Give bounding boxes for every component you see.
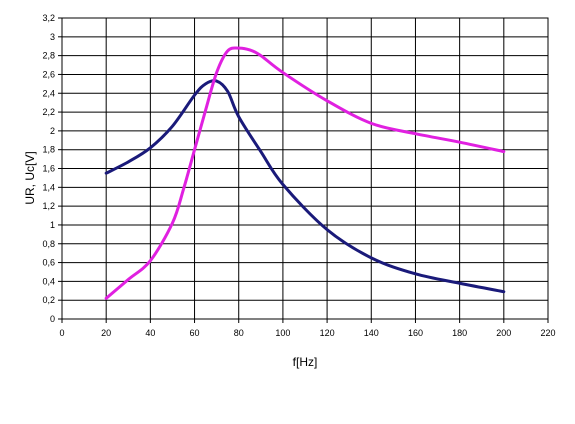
x-tick-label: 100 xyxy=(275,328,290,338)
grid xyxy=(58,17,549,323)
x-tick-label: 60 xyxy=(190,328,200,338)
y-tick-label: 2,2 xyxy=(42,107,55,117)
y-tick-label: 2 xyxy=(50,126,55,136)
x-tick-label: 200 xyxy=(496,328,511,338)
series-line-2 xyxy=(104,46,506,300)
y-tick-label: 0,4 xyxy=(42,276,55,286)
series-line-1 xyxy=(104,79,506,294)
y-tick-label: 3 xyxy=(50,32,55,42)
y-tick-label: 0,6 xyxy=(42,258,55,268)
x-tick-label: 160 xyxy=(408,328,423,338)
x-tick-label: 40 xyxy=(145,328,155,338)
x-tick-label: 180 xyxy=(452,328,467,338)
y-tick-labels: 0 0,2 0,4 0,6 0,8 1 1,2 1,4 1,6 1,8 2 2,2 2,4 2,6 2,8 3… xyxy=(42,13,55,324)
y-tick-label: 0 xyxy=(50,314,55,324)
y-tick-label: 0,2 xyxy=(42,295,55,305)
y-tick-label: 1,2 xyxy=(42,201,55,211)
y-tick-label: 2,8 xyxy=(42,51,55,61)
y-tick-label: 3,2 xyxy=(42,13,55,23)
y-tick-label: 2,6 xyxy=(42,69,55,79)
x-axis-label: f[Hz] xyxy=(293,355,318,369)
x-tick-label: 140 xyxy=(364,328,379,338)
x-tick-label: 220 xyxy=(540,328,555,338)
y-tick-label: 1 xyxy=(50,220,55,230)
y-tick-label: 1,8 xyxy=(42,145,55,155)
y-tick-label: 1,6 xyxy=(42,164,55,174)
x-tick-labels: 0 20 40 60 80 100 120 140 160 180 200 220 xyxy=(59,328,555,338)
x-tick-label: 0 xyxy=(59,328,64,338)
y-tick-label: 0,8 xyxy=(42,239,55,249)
y-tick-label: 1,4 xyxy=(42,182,55,192)
x-tick-label: 80 xyxy=(234,328,244,338)
y-tick-label: 2,4 xyxy=(42,88,55,98)
x-tick-label: 20 xyxy=(101,328,111,338)
y-axis-label: UR, Uc[V] xyxy=(23,151,37,204)
x-tick-label: 120 xyxy=(320,328,335,338)
series-layer xyxy=(104,46,506,300)
